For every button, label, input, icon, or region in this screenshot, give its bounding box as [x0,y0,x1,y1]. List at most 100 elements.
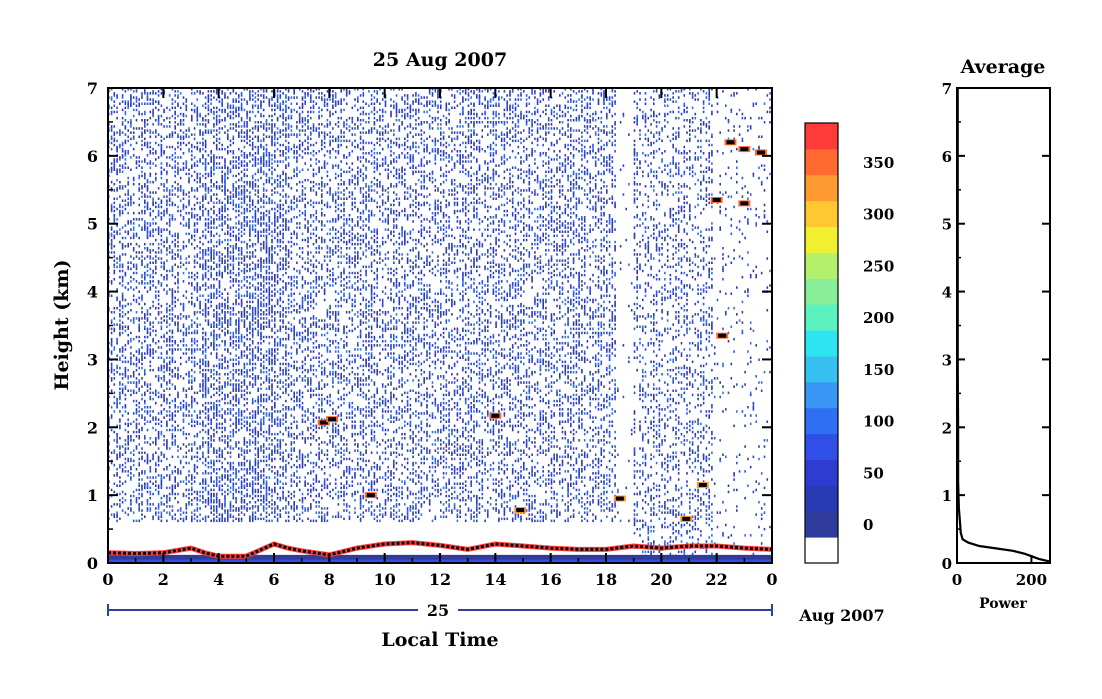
heatmap-cell [229,228,232,231]
heatmap-cell [215,478,218,481]
heatmap-cell [232,342,235,345]
heatmap-cell [260,218,262,221]
heatmap-cell [144,352,146,355]
heatmap-cell [268,323,271,326]
heatmap-cell [271,290,273,293]
heatmap-cell [246,401,248,405]
heatmap-cell [207,503,210,506]
heatmap-cell [191,275,193,279]
heatmap-cell [271,104,273,107]
heatmap-cell [163,185,165,188]
heatmap-cell [243,168,246,171]
heatmap-cell [249,203,251,207]
heatmap-cell [271,172,273,176]
heatmap-cell [121,298,124,302]
heatmap-cell [163,189,165,192]
heatmap-cell [144,482,146,485]
heatmap-cell [193,261,196,264]
heatmap-cell [144,286,146,289]
heatmap-cell [121,242,124,246]
heatmap-cell [268,513,271,516]
heatmap-cell [251,470,254,473]
heatmap-cell [262,313,265,316]
heatmap-cell [124,404,127,407]
heatmap-cell [171,257,174,260]
heatmap-cell [204,176,207,180]
heatmap-cell [229,418,232,421]
heatmap-cell [268,309,271,312]
heatmap-cell [144,373,146,376]
heatmap-cell [232,496,235,500]
heatmap-cell [224,259,226,262]
heatmap-cell [254,271,257,275]
heatmap-cell [210,368,212,372]
heatmap-cell [196,145,199,149]
heatmap-cell [229,257,232,260]
heatmap-cell [132,373,135,376]
heatmap-cell [146,247,149,250]
heatmap-cell [235,441,237,444]
heatmap-cell [124,406,127,409]
heatmap-cell [207,389,210,392]
heatmap-cell [249,267,251,271]
heatmap-cell [191,284,193,287]
heatmap-cell [271,358,273,361]
heatmap-cell [243,494,246,498]
heatmap-cell [191,424,193,428]
heatmap-cell [268,271,271,275]
heatmap-cell [235,426,237,430]
heatmap-cell [174,480,176,483]
heatmap-cell [243,199,246,202]
heatmap-cell [124,125,127,128]
heatmap-cell [238,214,240,217]
heatmap-cell [240,496,243,500]
heatmap-cell [213,226,215,229]
heatmap-cell [152,152,154,155]
heatmap-cell [218,453,221,456]
heatmap-cell [238,133,240,136]
heatmap-cell [227,114,229,118]
heatmap-cell [141,94,143,97]
heatmap-cell [149,331,152,335]
heatmap-cell [171,484,174,487]
heatmap-cell [262,280,265,283]
heatmap-cell [257,430,259,434]
heatmap-cell [152,218,154,221]
heatmap-cell [124,100,127,103]
heatmap-cell [182,455,185,459]
heatmap-cell [160,366,163,370]
heatmap-cell [243,156,246,159]
heatmap-cell [138,451,140,454]
heatmap-cell [202,404,204,407]
heatmap-cell [218,234,221,238]
heatmap-cell [227,484,229,487]
heatmap-cell [166,290,168,293]
heatmap-cell [215,455,218,459]
heatmap-cell [146,490,149,494]
heatmap-cell [218,259,221,262]
heatmap-cell [152,90,154,93]
heatmap-cell [207,240,210,244]
heatmap-cell [271,383,273,386]
heatmap-cell [144,242,146,246]
heatmap-cell [249,321,251,324]
heatmap-cell [232,468,235,471]
heatmap-cell [113,205,116,209]
heatmap-cell [213,329,215,333]
heatmap-cell [174,366,176,370]
heatmap-cell [262,478,265,481]
heatmap-cell [254,183,257,186]
heatmap-cell [149,354,152,357]
heatmap-cell [207,387,210,390]
heatmap-cell [121,94,124,97]
heatmap-cell [221,362,223,366]
heatmap-cell [235,180,237,184]
heatmap-cell [182,205,185,209]
heatmap-cell [144,265,146,269]
heatmap-cell [182,331,185,335]
heatmap-cell [229,114,232,118]
heatmap-cell [265,317,268,320]
heatmap-cell [202,350,204,353]
heatmap-cell [113,201,116,205]
heatmap-cell [232,123,235,126]
